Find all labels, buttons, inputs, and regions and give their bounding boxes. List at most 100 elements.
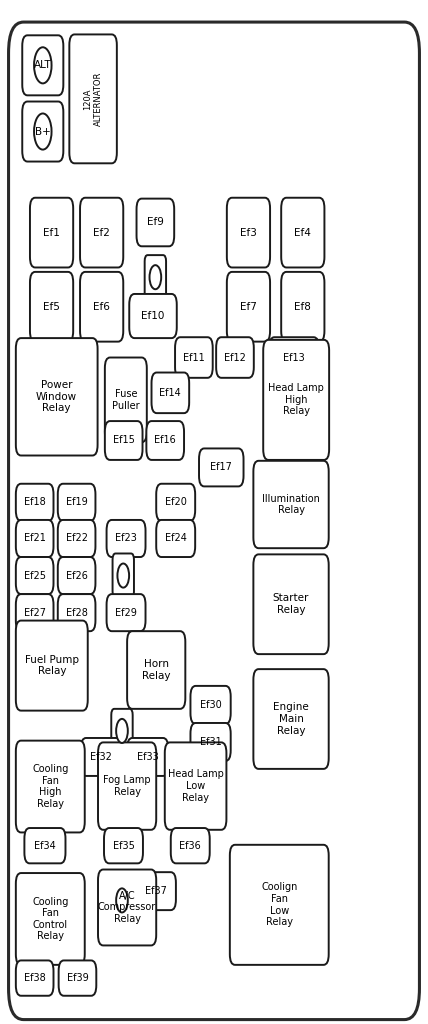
FancyBboxPatch shape (113, 554, 134, 598)
FancyBboxPatch shape (24, 828, 65, 863)
FancyBboxPatch shape (59, 961, 96, 995)
Text: Coolign
Fan
Low
Relay: Coolign Fan Low Relay (261, 883, 297, 927)
Text: Ef5: Ef5 (43, 302, 60, 311)
FancyBboxPatch shape (199, 449, 244, 486)
Text: Head Lamp
Low
Relay: Head Lamp Low Relay (168, 769, 223, 803)
Text: Ef11: Ef11 (183, 352, 205, 362)
FancyBboxPatch shape (129, 294, 177, 338)
Text: Ef15: Ef15 (113, 435, 135, 445)
Text: Ef3: Ef3 (240, 227, 257, 238)
Text: Ef12: Ef12 (224, 352, 246, 362)
Text: Ef19: Ef19 (66, 498, 87, 507)
Circle shape (116, 889, 128, 912)
FancyBboxPatch shape (253, 669, 329, 769)
FancyBboxPatch shape (175, 337, 213, 378)
Text: Ef38: Ef38 (24, 973, 45, 983)
Text: Fuel Pump
Relay: Fuel Pump Relay (25, 654, 79, 677)
FancyBboxPatch shape (16, 961, 53, 995)
Text: Ef28: Ef28 (65, 607, 88, 617)
Text: Ef2: Ef2 (93, 227, 110, 238)
Text: Ef7: Ef7 (240, 302, 257, 311)
FancyBboxPatch shape (80, 198, 123, 267)
Text: Ef9: Ef9 (147, 217, 164, 227)
FancyBboxPatch shape (107, 520, 146, 557)
Text: Engine
Main
Relay: Engine Main Relay (273, 702, 309, 735)
Text: Ef26: Ef26 (65, 570, 88, 581)
FancyBboxPatch shape (127, 631, 185, 709)
FancyBboxPatch shape (146, 421, 184, 460)
FancyBboxPatch shape (104, 828, 143, 863)
Text: Illumination
Relay: Illumination Relay (262, 494, 320, 515)
Text: Fog Lamp
Relay: Fog Lamp Relay (103, 775, 151, 797)
FancyBboxPatch shape (98, 869, 156, 945)
Text: Fuse
Puller: Fuse Puller (112, 389, 140, 411)
Text: Ef4: Ef4 (294, 227, 311, 238)
Text: Ef21: Ef21 (24, 534, 46, 544)
Text: Ef39: Ef39 (67, 973, 88, 983)
Text: ALT: ALT (34, 60, 52, 71)
FancyBboxPatch shape (216, 337, 254, 378)
FancyBboxPatch shape (156, 520, 195, 557)
FancyBboxPatch shape (230, 845, 329, 965)
Text: Ef8: Ef8 (294, 302, 311, 311)
Text: Power
Window
Relay: Power Window Relay (36, 380, 77, 414)
FancyBboxPatch shape (81, 738, 122, 776)
FancyBboxPatch shape (16, 594, 53, 631)
Text: Ef31: Ef31 (200, 737, 221, 746)
FancyBboxPatch shape (227, 198, 270, 267)
Text: Horn
Relay: Horn Relay (142, 659, 170, 681)
FancyBboxPatch shape (105, 357, 147, 442)
FancyBboxPatch shape (165, 742, 226, 829)
Text: Ef32: Ef32 (90, 752, 113, 762)
Text: Head Lamp
High
Relay: Head Lamp High Relay (268, 383, 324, 417)
FancyBboxPatch shape (9, 23, 419, 1020)
Text: 120A
ALTERNATOR: 120A ALTERNATOR (83, 72, 103, 126)
Text: Ef33: Ef33 (137, 752, 158, 762)
FancyBboxPatch shape (190, 686, 231, 724)
FancyBboxPatch shape (30, 198, 73, 267)
FancyBboxPatch shape (227, 272, 270, 342)
FancyBboxPatch shape (152, 373, 189, 413)
Text: Ef34: Ef34 (34, 841, 56, 851)
Text: Ef6: Ef6 (93, 302, 110, 311)
FancyBboxPatch shape (190, 723, 231, 761)
Text: Starter
Relay: Starter Relay (273, 594, 309, 615)
Text: Ef17: Ef17 (210, 463, 232, 472)
FancyBboxPatch shape (22, 101, 63, 162)
FancyBboxPatch shape (111, 879, 133, 923)
FancyBboxPatch shape (269, 337, 319, 378)
FancyBboxPatch shape (80, 272, 123, 342)
FancyBboxPatch shape (137, 199, 174, 247)
Text: A/C
Compressor
Relay: A/C Compressor Relay (98, 891, 156, 924)
FancyBboxPatch shape (58, 520, 95, 557)
FancyBboxPatch shape (58, 594, 95, 631)
FancyBboxPatch shape (30, 272, 73, 342)
Text: Ef23: Ef23 (115, 534, 137, 544)
FancyBboxPatch shape (69, 35, 117, 163)
FancyBboxPatch shape (16, 740, 85, 833)
FancyBboxPatch shape (281, 272, 324, 342)
Text: Cooling
Fan
High
Relay: Cooling Fan High Relay (32, 764, 68, 809)
Text: Ef37: Ef37 (145, 886, 167, 896)
Text: Ef25: Ef25 (24, 570, 46, 581)
Circle shape (34, 114, 51, 150)
Text: Ef22: Ef22 (65, 534, 88, 544)
Text: Ef36: Ef36 (179, 841, 201, 851)
FancyBboxPatch shape (281, 198, 324, 267)
Circle shape (149, 265, 161, 289)
Circle shape (117, 563, 129, 588)
FancyBboxPatch shape (253, 461, 329, 548)
FancyBboxPatch shape (136, 872, 176, 910)
FancyBboxPatch shape (263, 340, 329, 460)
FancyBboxPatch shape (58, 483, 95, 521)
FancyBboxPatch shape (107, 594, 146, 631)
FancyBboxPatch shape (253, 554, 329, 654)
FancyBboxPatch shape (16, 520, 53, 557)
Text: Ef20: Ef20 (165, 498, 187, 507)
FancyBboxPatch shape (16, 873, 85, 965)
FancyBboxPatch shape (98, 742, 156, 829)
Text: Cooling
Fan
Control
Relay: Cooling Fan Control Relay (32, 897, 68, 941)
FancyBboxPatch shape (171, 828, 210, 863)
Text: Ef16: Ef16 (155, 435, 176, 445)
Text: Ef29: Ef29 (115, 607, 137, 617)
